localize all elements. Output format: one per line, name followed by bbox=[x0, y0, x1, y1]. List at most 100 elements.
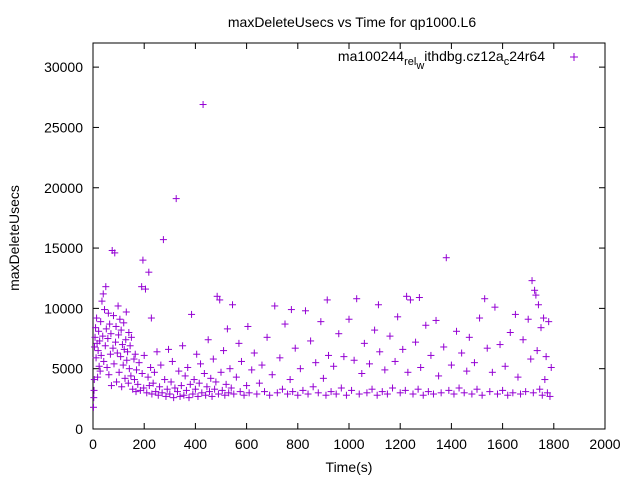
data-point bbox=[134, 380, 142, 388]
data-point bbox=[450, 390, 458, 398]
data-point bbox=[218, 386, 226, 394]
data-point bbox=[102, 325, 110, 333]
data-point bbox=[130, 376, 138, 384]
y-tick-label: 10000 bbox=[44, 300, 83, 316]
data-point bbox=[96, 337, 104, 345]
data-point bbox=[245, 389, 253, 397]
data-point bbox=[124, 348, 132, 356]
data-point bbox=[296, 365, 304, 373]
data-point bbox=[145, 382, 153, 390]
data-point bbox=[409, 390, 417, 398]
data-point bbox=[248, 366, 256, 374]
data-point bbox=[312, 359, 320, 367]
data-point bbox=[286, 376, 294, 384]
data-point bbox=[126, 342, 134, 350]
data-point bbox=[235, 339, 243, 347]
data-point bbox=[345, 315, 353, 323]
data-point bbox=[97, 351, 105, 359]
data-point bbox=[101, 306, 109, 314]
data-point bbox=[104, 309, 112, 317]
y-axis: 0 5000 10000 15000 20000 25000 30000 bbox=[44, 59, 605, 437]
data-point bbox=[122, 308, 130, 316]
data-point bbox=[191, 385, 199, 393]
data-point bbox=[527, 355, 535, 363]
y-tick-label: 25000 bbox=[44, 119, 83, 135]
x-tick-label: 1000 bbox=[333, 436, 364, 452]
x-tick-label: 1200 bbox=[385, 436, 416, 452]
y-tick-label: 30000 bbox=[44, 59, 83, 75]
data-point bbox=[115, 368, 123, 376]
data-point bbox=[476, 314, 484, 322]
data-point bbox=[95, 327, 103, 335]
data-point bbox=[177, 382, 185, 390]
data-point bbox=[159, 236, 167, 244]
data-point bbox=[92, 324, 100, 332]
data-point bbox=[417, 363, 425, 371]
data-point bbox=[112, 322, 120, 330]
data-point bbox=[447, 361, 455, 369]
data-point bbox=[353, 295, 361, 303]
data-point bbox=[332, 390, 340, 398]
data-point bbox=[96, 367, 104, 375]
data-point bbox=[194, 392, 202, 400]
data-point bbox=[538, 391, 546, 399]
data-point bbox=[107, 382, 115, 390]
data-point bbox=[115, 331, 123, 339]
data-point bbox=[415, 294, 423, 302]
data-point bbox=[173, 388, 181, 396]
data-point bbox=[437, 389, 445, 397]
data-point bbox=[528, 277, 536, 285]
data-point bbox=[301, 307, 309, 315]
y-tick-label: 5000 bbox=[52, 361, 83, 377]
data-point bbox=[220, 347, 228, 355]
data-point bbox=[230, 390, 238, 398]
data-point bbox=[396, 389, 404, 397]
data-point bbox=[545, 318, 553, 326]
data-point bbox=[403, 292, 411, 300]
data-point bbox=[325, 351, 333, 359]
data-point bbox=[127, 372, 135, 380]
data-point bbox=[221, 391, 229, 399]
data-point bbox=[491, 303, 499, 311]
data-point bbox=[190, 376, 198, 384]
data-point bbox=[394, 313, 402, 321]
data-point bbox=[429, 390, 437, 398]
data-point bbox=[112, 338, 120, 346]
data-point bbox=[198, 389, 206, 397]
data-point bbox=[223, 325, 231, 333]
legend-text-part-3: w bbox=[415, 60, 424, 72]
x-tick-label: 1400 bbox=[436, 436, 467, 452]
data-point bbox=[243, 382, 251, 390]
data-point bbox=[95, 362, 103, 370]
data-point bbox=[373, 391, 381, 399]
data-point bbox=[152, 388, 160, 396]
data-point bbox=[105, 371, 113, 379]
data-point bbox=[383, 390, 391, 398]
data-point bbox=[278, 385, 286, 393]
data-point bbox=[94, 373, 102, 381]
data-point bbox=[106, 350, 114, 358]
data-point bbox=[165, 345, 173, 353]
data-point bbox=[236, 388, 244, 396]
data-point bbox=[386, 332, 394, 340]
data-point bbox=[519, 336, 527, 344]
y-tick-label: 15000 bbox=[44, 240, 83, 256]
data-point bbox=[255, 379, 263, 387]
x-tick-label: 1800 bbox=[538, 436, 569, 452]
x-tick-label: 2000 bbox=[589, 436, 620, 452]
data-point bbox=[148, 390, 156, 398]
data-point bbox=[440, 343, 448, 351]
data-point bbox=[208, 392, 216, 400]
data-point bbox=[455, 384, 463, 392]
data-point bbox=[123, 356, 131, 364]
data-point bbox=[91, 333, 99, 341]
x-tick-label: 800 bbox=[286, 436, 310, 452]
data-point bbox=[458, 349, 466, 357]
data-point bbox=[138, 370, 146, 378]
data-point bbox=[340, 353, 348, 361]
data-point bbox=[381, 366, 389, 374]
data-point bbox=[532, 291, 540, 299]
legend-text-part-6: 24r64 bbox=[509, 48, 545, 64]
data-point bbox=[216, 296, 224, 304]
data-point bbox=[118, 383, 126, 391]
